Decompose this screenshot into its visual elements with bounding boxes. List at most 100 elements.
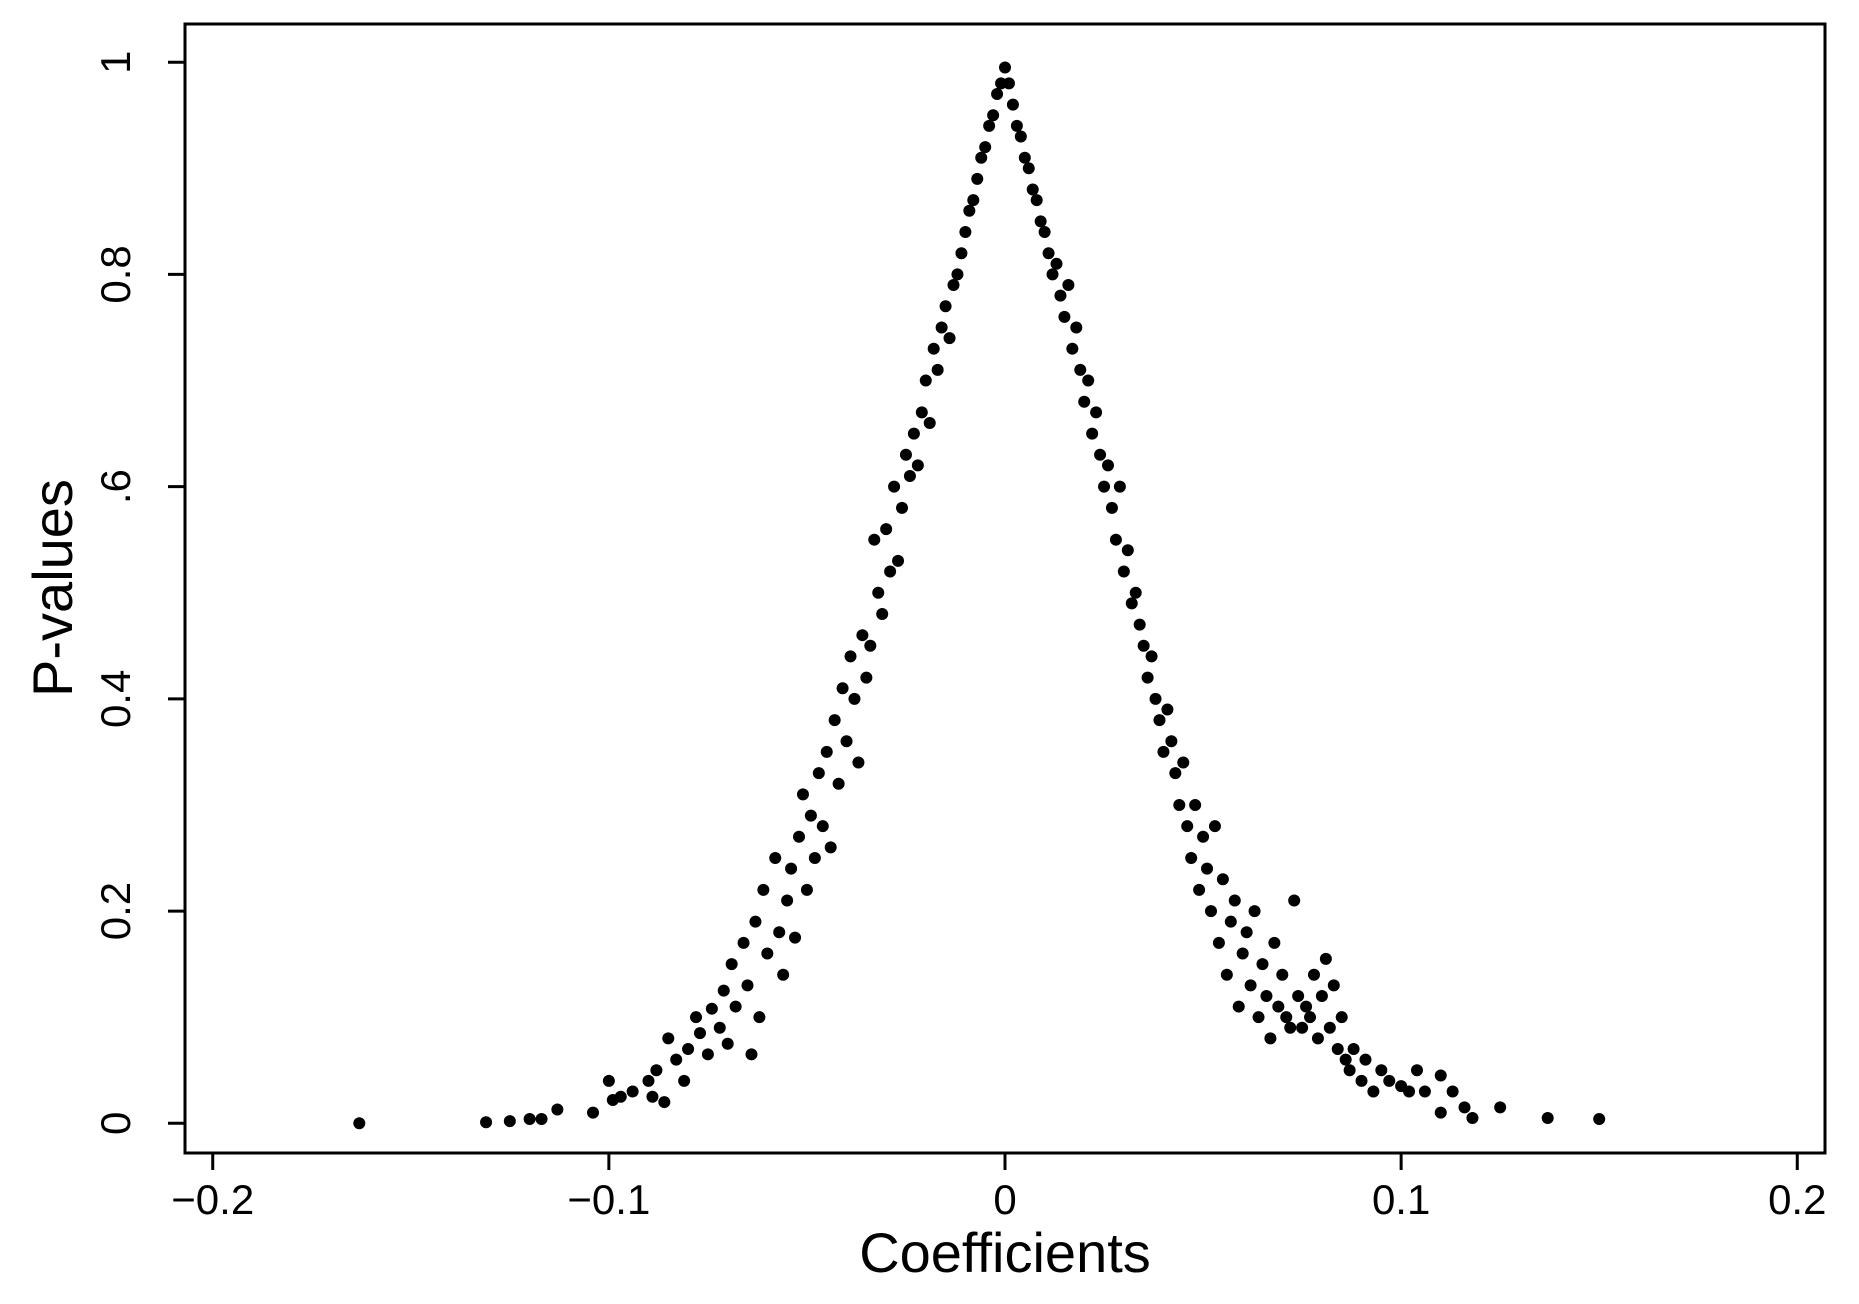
y-tick-label: 0.2 — [92, 882, 139, 940]
point — [1311, 1032, 1324, 1045]
point — [781, 894, 794, 907]
point — [848, 692, 861, 705]
point — [1137, 639, 1150, 652]
point — [1228, 894, 1241, 907]
point — [1315, 989, 1328, 1002]
point — [1541, 1111, 1554, 1124]
point — [1335, 1011, 1348, 1024]
x-tick-label: 0.1 — [1372, 1176, 1430, 1223]
point — [1434, 1106, 1447, 1119]
point — [773, 926, 786, 939]
point — [927, 342, 940, 355]
point — [1343, 1064, 1356, 1077]
point — [856, 629, 869, 642]
point — [693, 1027, 706, 1040]
point — [1256, 958, 1269, 971]
point — [1434, 1069, 1447, 1082]
point — [1010, 119, 1023, 132]
point — [899, 448, 912, 461]
point — [1018, 151, 1031, 164]
point — [1050, 257, 1063, 270]
y-tick-label: .6 — [92, 469, 139, 504]
point — [820, 745, 833, 758]
x-tick-label: 0 — [993, 1176, 1016, 1223]
y-tick-label: 0 — [92, 1112, 139, 1135]
point — [1240, 926, 1253, 939]
point — [1232, 1000, 1245, 1013]
point — [868, 533, 881, 546]
point — [1082, 374, 1095, 387]
point — [1466, 1111, 1479, 1124]
point — [991, 88, 1004, 101]
point — [1403, 1085, 1416, 1098]
point — [1098, 480, 1111, 493]
y-axis-title: P-values — [21, 479, 84, 697]
point — [1212, 936, 1225, 949]
point — [1204, 905, 1217, 918]
point — [812, 767, 825, 780]
point — [1030, 194, 1043, 207]
point — [892, 554, 905, 567]
y-tick-label: 0.4 — [92, 670, 139, 728]
point — [872, 586, 885, 599]
point — [737, 936, 750, 949]
point — [1109, 533, 1122, 546]
point — [785, 862, 798, 875]
point — [979, 141, 992, 154]
point — [1157, 745, 1170, 758]
point — [816, 820, 829, 833]
point — [1173, 798, 1186, 811]
point — [1042, 247, 1055, 260]
point — [741, 979, 754, 992]
point — [503, 1115, 516, 1128]
point — [1185, 852, 1198, 865]
point — [939, 300, 952, 313]
point — [1002, 77, 1015, 90]
point — [721, 1037, 734, 1050]
y-tick-label: 0.8 — [92, 245, 139, 303]
point — [1359, 1053, 1372, 1066]
point — [701, 1048, 714, 1061]
point — [1236, 947, 1249, 960]
point — [1347, 1043, 1360, 1056]
point — [1244, 979, 1257, 992]
point — [955, 247, 968, 260]
point — [658, 1096, 671, 1109]
point — [1133, 618, 1146, 631]
point — [1086, 427, 1099, 440]
point — [1038, 225, 1051, 238]
point — [1319, 952, 1332, 965]
point — [1216, 873, 1229, 886]
point — [1375, 1064, 1388, 1077]
x-axis-title: Coefficients — [859, 1221, 1151, 1284]
point — [959, 225, 972, 238]
point — [769, 852, 782, 865]
point — [975, 151, 988, 164]
point — [800, 883, 813, 896]
point — [1189, 798, 1202, 811]
point — [1296, 1021, 1309, 1034]
point — [1006, 98, 1019, 111]
point — [1181, 820, 1194, 833]
point — [678, 1074, 691, 1087]
point — [963, 204, 976, 217]
point — [919, 374, 932, 387]
point — [1418, 1085, 1431, 1098]
point — [1339, 1053, 1352, 1066]
point — [749, 915, 762, 928]
point — [824, 841, 837, 854]
point — [943, 332, 956, 345]
point — [1276, 968, 1289, 981]
point — [729, 1000, 742, 1013]
point — [1054, 289, 1067, 302]
point — [896, 501, 909, 514]
point — [1288, 894, 1301, 907]
x-tick-label: −0.1 — [567, 1176, 650, 1223]
point — [1169, 767, 1182, 780]
point — [907, 427, 920, 440]
point — [745, 1048, 758, 1061]
point — [1284, 1021, 1297, 1034]
point — [1201, 862, 1214, 875]
point — [1252, 1011, 1265, 1024]
